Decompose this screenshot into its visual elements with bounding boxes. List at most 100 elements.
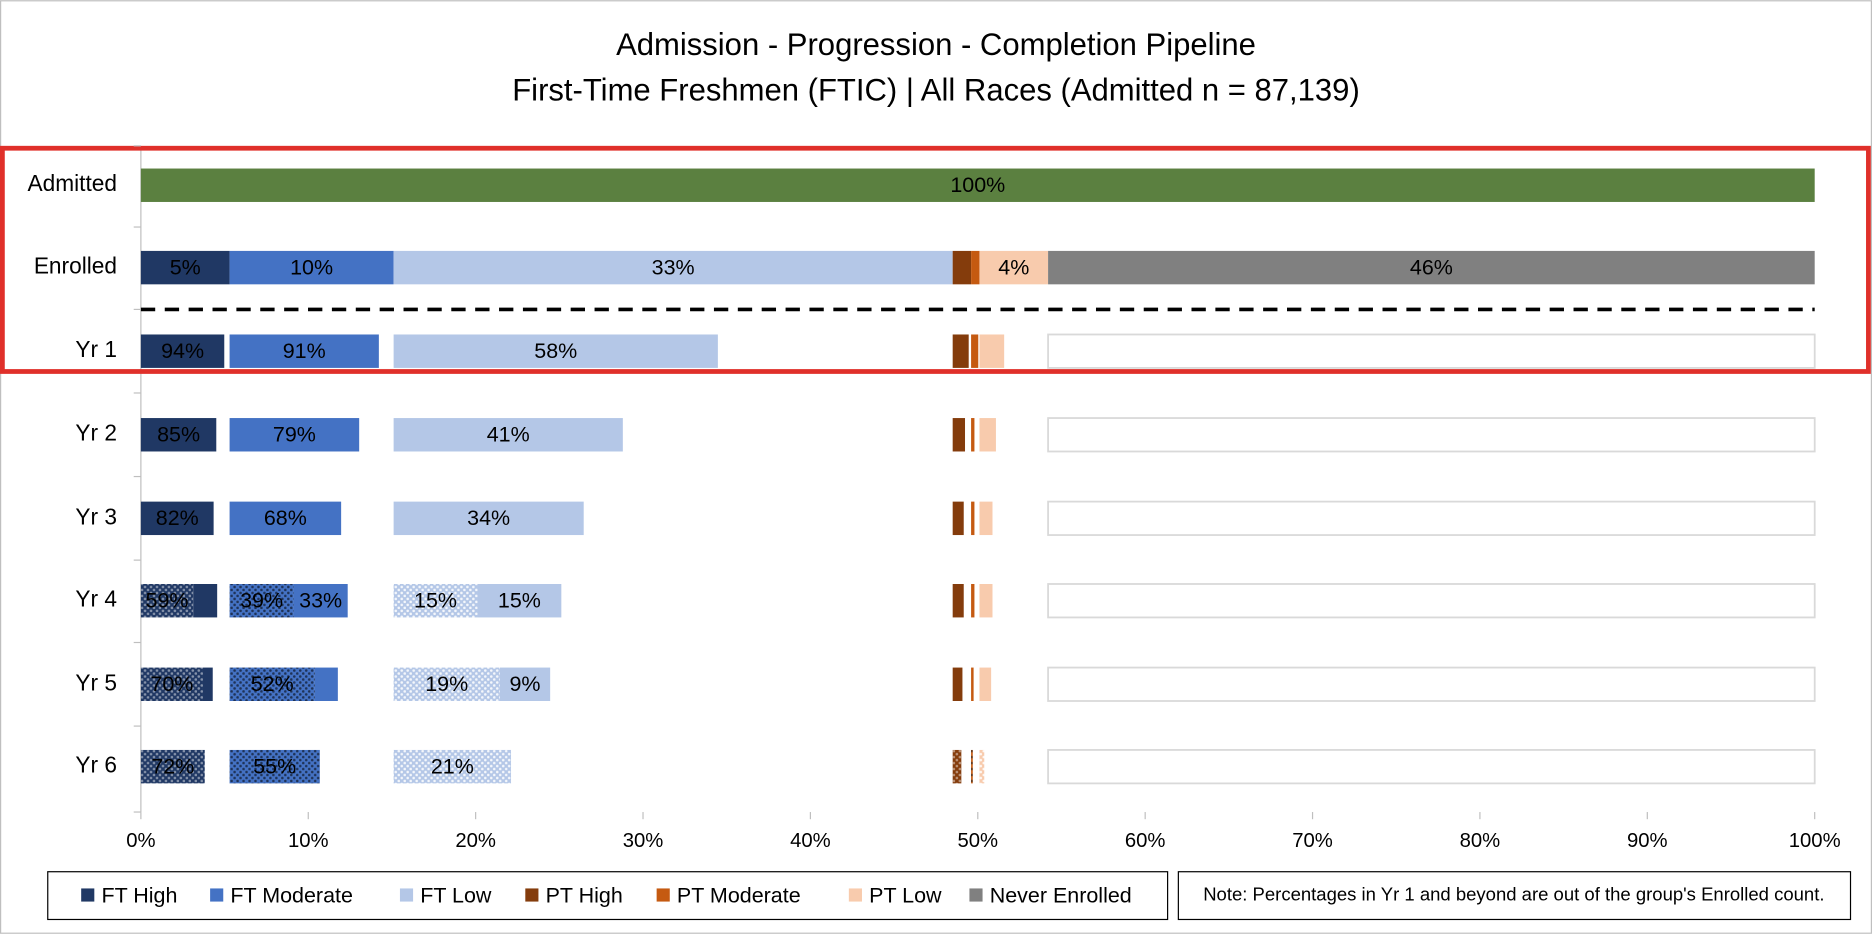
persisting-bar	[979, 584, 993, 618]
row-label: Admitted	[28, 170, 117, 196]
persisting-bar	[971, 667, 974, 701]
empty-slot	[1047, 666, 1816, 702]
bar-label: 21%	[431, 755, 474, 779]
bar-label: 9%	[509, 672, 540, 696]
x-tick-label: 40%	[790, 830, 831, 852]
bar-label: 19%	[425, 672, 468, 696]
persisting-bar	[229, 501, 342, 536]
persisting-bar	[952, 584, 964, 618]
persisting-bar	[193, 584, 218, 618]
bar-label: 10%	[290, 255, 333, 279]
bar-label: 52%	[251, 672, 294, 696]
completed-bar	[140, 749, 205, 784]
persisting-bar	[952, 667, 963, 701]
bar-label: 82%	[156, 506, 199, 530]
bar-label: 85%	[157, 423, 200, 447]
bar	[229, 250, 394, 285]
bar-label: 70%	[150, 672, 193, 696]
persisting-bar	[979, 418, 996, 452]
empty-slot	[1047, 417, 1816, 453]
bar-label: 5%	[170, 255, 201, 279]
legend-swatch	[399, 888, 414, 902]
persisting-bar	[314, 667, 338, 701]
x-tick-label: 60%	[1125, 830, 1166, 852]
row-label: Yr 2	[75, 420, 117, 446]
completed-bar	[393, 584, 478, 618]
persisting-bar	[952, 334, 969, 368]
bar-label: 72%	[151, 755, 194, 779]
bar-label: 79%	[273, 423, 316, 447]
x-tick-label: 0%	[126, 830, 155, 852]
bar-label: 4%	[998, 255, 1029, 279]
completed-bar	[140, 584, 194, 618]
empty-slot	[1047, 583, 1816, 619]
legend-swatch	[969, 888, 983, 902]
bar-label: 15%	[498, 589, 541, 613]
x-tick-label: 100%	[1789, 830, 1841, 852]
bar-label: 33%	[299, 589, 342, 613]
x-tick-label: 80%	[1460, 830, 1501, 852]
persisting-bar	[140, 418, 217, 452]
completed-bar	[393, 749, 512, 784]
note-box	[1177, 871, 1852, 921]
x-tick-label: 20%	[455, 830, 496, 852]
bar-label: 100%	[950, 173, 1005, 197]
persisting-bar	[393, 418, 623, 452]
completed-bar	[979, 749, 985, 784]
persisting-bar	[293, 584, 348, 618]
x-tick-label: 50%	[957, 830, 998, 852]
empty-slot	[1047, 333, 1816, 369]
legend-label: Never Enrolled	[990, 883, 1132, 907]
persisting-bar	[499, 667, 551, 701]
legend-label: PT Low	[869, 883, 942, 907]
bar-label: 68%	[264, 506, 307, 530]
persisting-bar	[393, 334, 718, 368]
persisting-bar	[229, 418, 360, 452]
persisting-bar	[477, 584, 562, 618]
x-tick-label: 70%	[1292, 830, 1333, 852]
bar-label: 33%	[652, 255, 695, 279]
bar	[979, 250, 1049, 285]
row-label: Yr 6	[75, 752, 117, 778]
completed-bar	[393, 667, 500, 701]
bar	[952, 250, 972, 285]
completed-bar	[229, 667, 315, 701]
legend-label: FT High	[101, 883, 177, 907]
bar	[140, 250, 230, 285]
chart-title: Admission - Progression - Completion Pip…	[616, 27, 1256, 62]
x-tick-label: 10%	[288, 830, 329, 852]
note: Note: Percentages in Yr 1 and beyond are…	[1203, 883, 1824, 904]
persisting-bar	[971, 418, 975, 452]
legend-label: FT Low	[420, 883, 492, 907]
persisting-bar	[971, 584, 975, 618]
bar-label: 41%	[487, 423, 530, 447]
persisting-bar	[229, 334, 379, 368]
persisting-bar	[202, 667, 213, 701]
persisting-bar	[140, 501, 214, 536]
legend-swatch	[848, 888, 862, 902]
bar-label: 58%	[534, 339, 577, 363]
legend-swatch	[81, 888, 95, 902]
completed-bar	[971, 749, 973, 784]
bar	[393, 250, 953, 285]
highlight-box	[0, 145, 1871, 374]
completed-bar	[229, 584, 294, 618]
row-label: Enrolled	[34, 253, 117, 279]
persisting-bar	[979, 334, 1005, 368]
bar	[971, 250, 980, 285]
persisting-bar	[979, 667, 992, 701]
bar-label: 15%	[414, 589, 457, 613]
legend-swatch	[656, 888, 670, 902]
completed-bar	[229, 749, 320, 784]
persisting-bar	[140, 334, 225, 368]
completed-bar	[140, 667, 203, 701]
bar-label: 55%	[253, 755, 296, 779]
persisting-bar	[971, 501, 975, 536]
persisting-bar	[971, 334, 979, 368]
persisting-bar	[979, 501, 993, 536]
persisting-bar	[393, 501, 584, 536]
chart-subtitle: First-Time Freshmen (FTIC) | All Races (…	[512, 72, 1360, 107]
bar-label: 34%	[467, 506, 510, 530]
